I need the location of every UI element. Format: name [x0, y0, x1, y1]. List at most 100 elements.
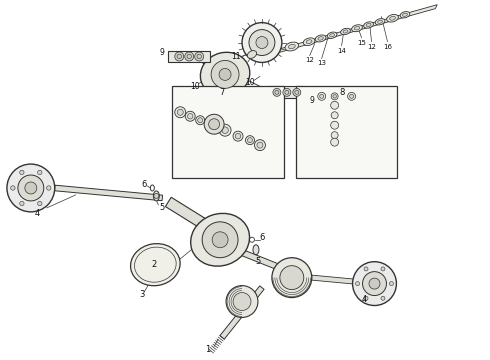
Circle shape — [204, 114, 224, 134]
Ellipse shape — [343, 30, 348, 33]
Circle shape — [257, 142, 263, 148]
Circle shape — [154, 193, 159, 198]
Text: 15: 15 — [357, 40, 366, 45]
Text: 14: 14 — [337, 48, 346, 54]
Circle shape — [233, 131, 243, 141]
Polygon shape — [54, 185, 163, 201]
Circle shape — [381, 296, 385, 300]
Circle shape — [25, 182, 37, 194]
Ellipse shape — [400, 12, 410, 18]
Circle shape — [242, 23, 282, 62]
Bar — [296, 86, 397, 178]
Ellipse shape — [306, 40, 312, 44]
Text: 12: 12 — [305, 58, 314, 63]
Ellipse shape — [387, 14, 398, 22]
Circle shape — [280, 266, 304, 289]
Circle shape — [38, 170, 42, 175]
Text: 13: 13 — [317, 60, 326, 67]
Text: 12: 12 — [367, 44, 376, 50]
Text: 6: 6 — [259, 233, 265, 242]
Circle shape — [381, 267, 385, 271]
Circle shape — [233, 293, 251, 310]
Circle shape — [347, 92, 356, 100]
Circle shape — [185, 52, 194, 61]
Circle shape — [202, 222, 238, 258]
Circle shape — [293, 88, 301, 96]
Circle shape — [247, 138, 252, 143]
Circle shape — [20, 201, 24, 206]
Text: 16: 16 — [383, 44, 392, 50]
Circle shape — [356, 282, 360, 285]
Ellipse shape — [330, 33, 335, 37]
Circle shape — [175, 107, 186, 118]
Circle shape — [47, 186, 51, 190]
Text: 10: 10 — [191, 82, 200, 91]
Text: 10: 10 — [245, 78, 255, 87]
Ellipse shape — [341, 28, 350, 35]
Text: 11: 11 — [231, 52, 241, 61]
Polygon shape — [268, 86, 305, 98]
Text: 1: 1 — [205, 345, 211, 354]
Circle shape — [188, 113, 193, 119]
Text: 6: 6 — [142, 180, 147, 189]
Circle shape — [254, 140, 266, 150]
Ellipse shape — [303, 38, 315, 45]
Circle shape — [283, 88, 291, 96]
Ellipse shape — [200, 52, 250, 96]
Circle shape — [331, 112, 338, 119]
Ellipse shape — [403, 13, 407, 16]
Polygon shape — [239, 249, 281, 270]
Polygon shape — [272, 5, 437, 54]
Circle shape — [318, 92, 326, 100]
Text: 4: 4 — [362, 295, 367, 304]
Circle shape — [331, 138, 339, 146]
Text: 5: 5 — [255, 257, 261, 266]
Ellipse shape — [378, 20, 383, 23]
Circle shape — [219, 124, 231, 136]
Circle shape — [209, 119, 220, 130]
Circle shape — [331, 101, 339, 109]
Circle shape — [206, 119, 219, 132]
Text: 3: 3 — [140, 290, 145, 299]
Circle shape — [219, 68, 231, 80]
Polygon shape — [312, 275, 355, 284]
Circle shape — [363, 272, 387, 296]
Circle shape — [11, 186, 15, 190]
Text: 5: 5 — [160, 203, 165, 212]
Ellipse shape — [364, 22, 373, 28]
Ellipse shape — [253, 245, 259, 255]
Circle shape — [272, 258, 312, 298]
Text: 4: 4 — [34, 210, 39, 219]
Circle shape — [195, 52, 204, 61]
Polygon shape — [168, 50, 210, 62]
Text: 9: 9 — [309, 96, 314, 105]
Circle shape — [211, 60, 239, 88]
Circle shape — [209, 122, 216, 129]
Circle shape — [353, 262, 396, 306]
Text: 7: 7 — [220, 88, 225, 97]
Circle shape — [235, 134, 241, 139]
Circle shape — [222, 127, 228, 134]
Bar — [172, 86, 284, 178]
Circle shape — [185, 111, 195, 121]
Ellipse shape — [352, 25, 363, 32]
Circle shape — [196, 116, 205, 125]
Ellipse shape — [327, 32, 337, 39]
Ellipse shape — [315, 35, 326, 42]
Circle shape — [331, 132, 338, 139]
Ellipse shape — [191, 213, 249, 266]
Circle shape — [7, 164, 55, 212]
Circle shape — [390, 282, 393, 285]
Circle shape — [20, 170, 24, 175]
Circle shape — [38, 201, 42, 206]
Ellipse shape — [366, 23, 371, 27]
Circle shape — [197, 118, 203, 123]
Ellipse shape — [130, 244, 180, 286]
Circle shape — [245, 136, 254, 145]
Text: 9: 9 — [160, 48, 165, 57]
Circle shape — [364, 267, 368, 271]
Ellipse shape — [285, 42, 298, 51]
Ellipse shape — [247, 50, 257, 58]
Circle shape — [256, 37, 268, 49]
Circle shape — [249, 30, 275, 55]
